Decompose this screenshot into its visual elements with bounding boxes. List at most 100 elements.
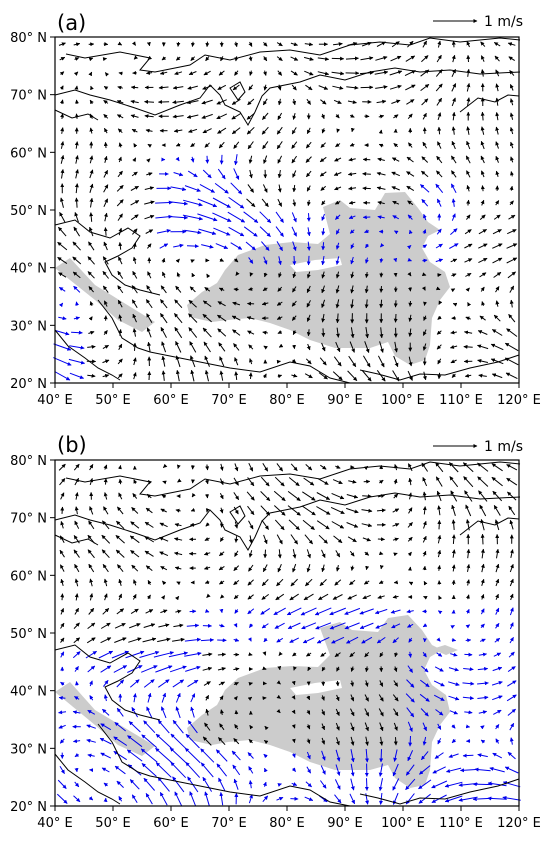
wind-vector-significant: [218, 777, 226, 792]
wind-vector: [306, 343, 311, 351]
wind-vector: [278, 272, 282, 278]
wind-vector: [130, 99, 139, 104]
wind-vector-significant: [185, 733, 200, 749]
wind-vector: [389, 70, 403, 76]
wind-vector: [292, 549, 297, 559]
y-axis-tick-label: 40° N: [10, 685, 47, 700]
wind-vector: [437, 565, 442, 571]
wind-vector: [130, 214, 139, 221]
wind-vector-significant: [495, 724, 500, 730]
wind-vector: [306, 314, 311, 322]
wind-vector: [144, 200, 155, 205]
wind-vector: [306, 329, 311, 337]
wind-vector-significant: [420, 184, 430, 193]
wind-vector-significant: [153, 651, 174, 658]
wind-vector: [101, 549, 110, 559]
wind-vector: [102, 285, 109, 293]
wind-vector: [262, 112, 269, 120]
wind-vector: [204, 355, 210, 367]
wind-vector: [117, 465, 122, 470]
wind-vector: [188, 313, 198, 323]
wind-vector: [248, 462, 254, 472]
wind-vector: [59, 212, 66, 223]
wind-vector: [130, 185, 139, 191]
wind-vector-significant: [87, 753, 95, 758]
wind-vector: [490, 343, 504, 351]
wind-vector: [60, 608, 64, 615]
wind-vector: [407, 551, 412, 557]
wind-vector: [233, 258, 239, 263]
wind-vector: [73, 549, 80, 558]
wind-vector-significant: [289, 637, 300, 643]
wind-vector: [132, 228, 138, 235]
wind-vector: [493, 214, 501, 220]
wind-vector: [204, 370, 209, 382]
wind-vector-significant: [435, 183, 444, 194]
wind-vector: [262, 373, 267, 379]
wind-vector: [451, 140, 456, 150]
wind-vector: [292, 184, 297, 193]
wind-vector: [175, 341, 182, 353]
wind-vector: [146, 158, 151, 163]
wind-vector: [346, 494, 359, 499]
wind-vector: [205, 708, 210, 716]
wind-vector-significant: [378, 763, 383, 777]
wind-vector: [233, 343, 240, 351]
wind-vector: [146, 594, 151, 600]
wind-vector: [509, 578, 514, 587]
wind-vector: [231, 113, 241, 120]
wind-vector: [330, 506, 345, 515]
wind-vector: [202, 300, 212, 308]
wind-vector: [219, 695, 224, 701]
wind-vector-significant: [480, 623, 485, 628]
wind-vector: [506, 328, 518, 337]
wind-vector: [102, 373, 110, 378]
wind-vector: [332, 594, 343, 600]
wind-vector: [216, 113, 228, 120]
wind-vector-significant: [446, 767, 462, 773]
wind-vector-significant: [464, 710, 473, 715]
x-axis-tick-label: 100° E: [381, 393, 425, 408]
wind-vector: [408, 507, 413, 514]
wind-vector: [287, 505, 301, 516]
wind-vector-significant: [114, 722, 127, 732]
panel-b-map-frame: [54, 459, 520, 807]
wind-vector-significant: [394, 230, 399, 235]
wind-vector: [495, 112, 500, 121]
wind-vector: [262, 330, 268, 335]
wind-vector: [378, 708, 384, 717]
wind-vector-significant: [141, 734, 158, 748]
wind-vector: [218, 70, 225, 76]
wind-vector: [364, 708, 370, 717]
x-axis-tick-label: 40° E: [37, 816, 72, 831]
wind-vector-significant: [140, 748, 158, 763]
wind-vector-significant: [435, 709, 444, 716]
wind-vector: [306, 724, 311, 730]
wind-vector: [390, 55, 402, 62]
wind-vector: [422, 112, 427, 120]
wind-vector-significant: [216, 763, 227, 777]
wind-vector: [407, 113, 413, 120]
wind-vector: [75, 169, 79, 179]
wind-vector: [161, 355, 166, 367]
wind-vector-significant: [143, 777, 155, 791]
wind-vector-significant: [321, 750, 326, 761]
wind-vector: [233, 565, 240, 571]
wind-vector: [261, 579, 269, 587]
wind-vector: [494, 55, 500, 62]
wind-vector: [289, 593, 299, 601]
wind-vector-significant: [407, 721, 413, 732]
wind-vector-significant: [187, 679, 199, 688]
wind-vector: [393, 114, 399, 119]
wind-vector: [319, 171, 327, 177]
wind-vector-significant: [451, 637, 457, 642]
wind-vector: [465, 287, 470, 292]
wind-vector-significant: [127, 735, 143, 748]
wind-vector: [132, 313, 137, 323]
wind-vector: [118, 71, 123, 76]
wind-vector-significant: [436, 228, 442, 235]
wind-vector: [248, 84, 254, 91]
wind-vector: [480, 69, 485, 77]
wind-vector-significant: [217, 168, 226, 180]
wind-vector: [174, 566, 182, 571]
